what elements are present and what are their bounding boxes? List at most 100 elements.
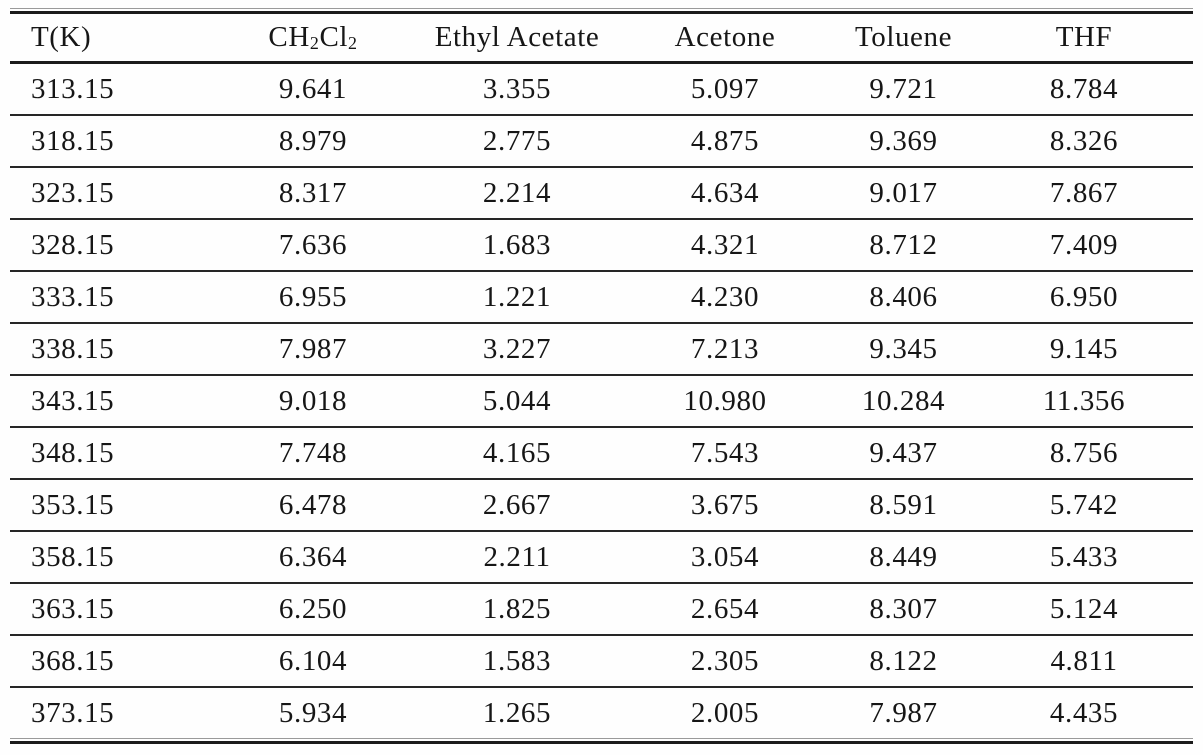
cell-acetone: 3.054 bbox=[618, 530, 832, 583]
cell-toluene: 9.721 bbox=[869, 72, 938, 105]
cell-ch2cl2: 6.364 bbox=[210, 530, 416, 583]
cell-temperature: 348.15 bbox=[10, 426, 210, 479]
cell-temperature: 318.15 bbox=[10, 114, 210, 167]
cell-ch2cl2: 9.641 bbox=[278, 72, 348, 105]
table-row: 373.15 5.934 1.265 2.005 7.987 4.435 bbox=[10, 686, 1193, 738]
cell-ch2cl2: 8.317 bbox=[210, 166, 416, 219]
table-row: 313.15 9.641 3.355 5.097 9.721 8.784 bbox=[10, 63, 1193, 116]
cell-toluene: 8.122 bbox=[832, 634, 975, 687]
cell-acetone: 3.675 bbox=[618, 478, 832, 531]
column-header-temperature: T(K) bbox=[10, 14, 210, 64]
cell-toluene: 10.284 bbox=[832, 374, 975, 427]
table-row: 328.15 7.636 1.683 4.321 8.712 7.409 bbox=[10, 218, 1193, 271]
cell-temperature: 313.15 bbox=[31, 72, 115, 105]
cell-acetone: 2.654 bbox=[618, 582, 832, 635]
cell-toluene: 9.437 bbox=[832, 426, 975, 479]
column-header-toluene: Toluene bbox=[832, 14, 975, 64]
cell-ch2cl2: 5.934 bbox=[210, 686, 416, 738]
table-row: 338.15 7.987 3.227 7.213 9.345 9.145 bbox=[10, 322, 1193, 375]
column-header-thf: THF bbox=[975, 14, 1193, 64]
cell-temperature: 338.15 bbox=[10, 322, 210, 375]
cell-ethyl-acetate: 5.044 bbox=[416, 374, 618, 427]
table-row: 348.15 7.748 4.165 7.543 9.437 8.756 bbox=[10, 426, 1193, 479]
cell-ch2cl2: 7.748 bbox=[210, 426, 416, 479]
formula-part: Cl bbox=[319, 21, 348, 53]
header-row: T(K) CH2Cl2 Ethyl Acetate Acetone Toluen… bbox=[10, 14, 1193, 64]
cell-thf: 5.433 bbox=[975, 530, 1193, 583]
cell-ch2cl2: 6.104 bbox=[210, 634, 416, 687]
cell-acetone: 4.634 bbox=[618, 166, 832, 219]
cell-acetone: 7.213 bbox=[618, 322, 832, 375]
cell-toluene: 8.712 bbox=[832, 218, 975, 271]
cell-ethyl-acetate: 3.227 bbox=[416, 322, 618, 375]
formula-subscript: 2 bbox=[348, 32, 358, 53]
cell-toluene: 9.017 bbox=[832, 166, 975, 219]
cell-ethyl-acetate: 2.667 bbox=[416, 478, 618, 531]
table-bottom-rule-thick bbox=[10, 741, 1193, 744]
cell-temperature: 368.15 bbox=[10, 634, 210, 687]
cell-temperature: 343.15 bbox=[10, 374, 210, 427]
cell-toluene: 8.591 bbox=[832, 478, 975, 531]
cell-thf: 8.756 bbox=[975, 426, 1193, 479]
cell-acetone: 7.543 bbox=[618, 426, 832, 479]
cell-temperature: 363.15 bbox=[10, 582, 210, 635]
table-top-rule-thin bbox=[10, 8, 1193, 9]
cell-ethyl-acetate: 1.583 bbox=[416, 634, 618, 687]
cell-toluene: 9.369 bbox=[832, 114, 975, 167]
column-header-acetone: Acetone bbox=[618, 14, 832, 64]
formula-subscript: 2 bbox=[309, 32, 320, 53]
cell-ch2cl2: 6.250 bbox=[210, 582, 416, 635]
cell-temperature: 358.15 bbox=[10, 530, 210, 583]
column-header-ethyl-acetate: Ethyl Acetate bbox=[416, 14, 618, 64]
column-header-ch2cl2: CH2Cl2 bbox=[210, 14, 416, 64]
cell-ethyl-acetate: 2.211 bbox=[416, 530, 618, 583]
cell-acetone: 4.875 bbox=[618, 114, 832, 167]
cell-acetone: 2.005 bbox=[618, 686, 832, 738]
cell-temperature: 373.15 bbox=[10, 686, 210, 738]
cell-ethyl-acetate: 1.221 bbox=[416, 270, 618, 323]
cell-ch2cl2: 7.987 bbox=[210, 322, 416, 375]
cell-ethyl-acetate: 1.825 bbox=[416, 582, 618, 635]
cell-temperature: 323.15 bbox=[10, 166, 210, 219]
cell-temperature: 328.15 bbox=[10, 218, 210, 271]
table-row: 323.15 8.317 2.214 4.634 9.017 7.867 bbox=[10, 166, 1193, 219]
cell-toluene: 8.406 bbox=[832, 270, 975, 323]
table-row: 333.15 6.955 1.221 4.230 8.406 6.950 bbox=[10, 270, 1193, 323]
cell-temperature: 353.15 bbox=[10, 478, 210, 531]
table-row: 363.15 6.250 1.825 2.654 8.307 5.124 bbox=[10, 582, 1193, 635]
cell-thf: 8.326 bbox=[975, 114, 1193, 167]
cell-acetone: 5.097 bbox=[690, 72, 760, 105]
cell-ethyl-acetate: 1.683 bbox=[416, 218, 618, 271]
formula-part: CH bbox=[268, 21, 310, 53]
table-row: 353.15 6.478 2.667 3.675 8.591 5.742 bbox=[10, 478, 1193, 531]
cell-thf: 4.811 bbox=[975, 634, 1193, 687]
cell-thf: 5.742 bbox=[975, 478, 1193, 531]
cell-toluene: 8.449 bbox=[832, 530, 975, 583]
table-bottom-rule-thin bbox=[10, 738, 1193, 739]
cell-ethyl-acetate: 4.165 bbox=[416, 426, 618, 479]
cell-thf: 7.867 bbox=[975, 166, 1193, 219]
cell-ethyl-acetate: 2.214 bbox=[416, 166, 618, 219]
cell-ethyl-acetate: 1.265 bbox=[416, 686, 618, 738]
cell-toluene: 7.987 bbox=[832, 686, 975, 738]
cell-ch2cl2: 7.636 bbox=[210, 218, 416, 271]
cell-acetone: 4.230 bbox=[618, 270, 832, 323]
table-top-rule-thick bbox=[10, 11, 1193, 14]
cell-acetone: 10.980 bbox=[618, 374, 832, 427]
cell-thf: 9.145 bbox=[975, 322, 1193, 375]
cell-ethyl-acetate: 2.775 bbox=[416, 114, 618, 167]
solubility-data-table: T(K) CH2Cl2 Ethyl Acetate Acetone Toluen… bbox=[10, 14, 1193, 738]
table-row: 358.15 6.364 2.211 3.054 8.449 5.433 bbox=[10, 530, 1193, 583]
cell-ch2cl2: 6.955 bbox=[210, 270, 416, 323]
cell-thf: 6.950 bbox=[975, 270, 1193, 323]
cell-ethyl-acetate: 3.355 bbox=[482, 72, 552, 105]
cell-thf: 4.435 bbox=[975, 686, 1193, 738]
cell-ch2cl2: 6.478 bbox=[210, 478, 416, 531]
table-row: 368.15 6.104 1.583 2.305 8.122 4.811 bbox=[10, 634, 1193, 687]
cell-thf: 8.784 bbox=[1049, 72, 1119, 105]
cell-ch2cl2: 8.979 bbox=[210, 114, 416, 167]
table-row: 318.15 8.979 2.775 4.875 9.369 8.326 bbox=[10, 114, 1193, 167]
cell-acetone: 2.305 bbox=[618, 634, 832, 687]
cell-thf: 7.409 bbox=[975, 218, 1193, 271]
